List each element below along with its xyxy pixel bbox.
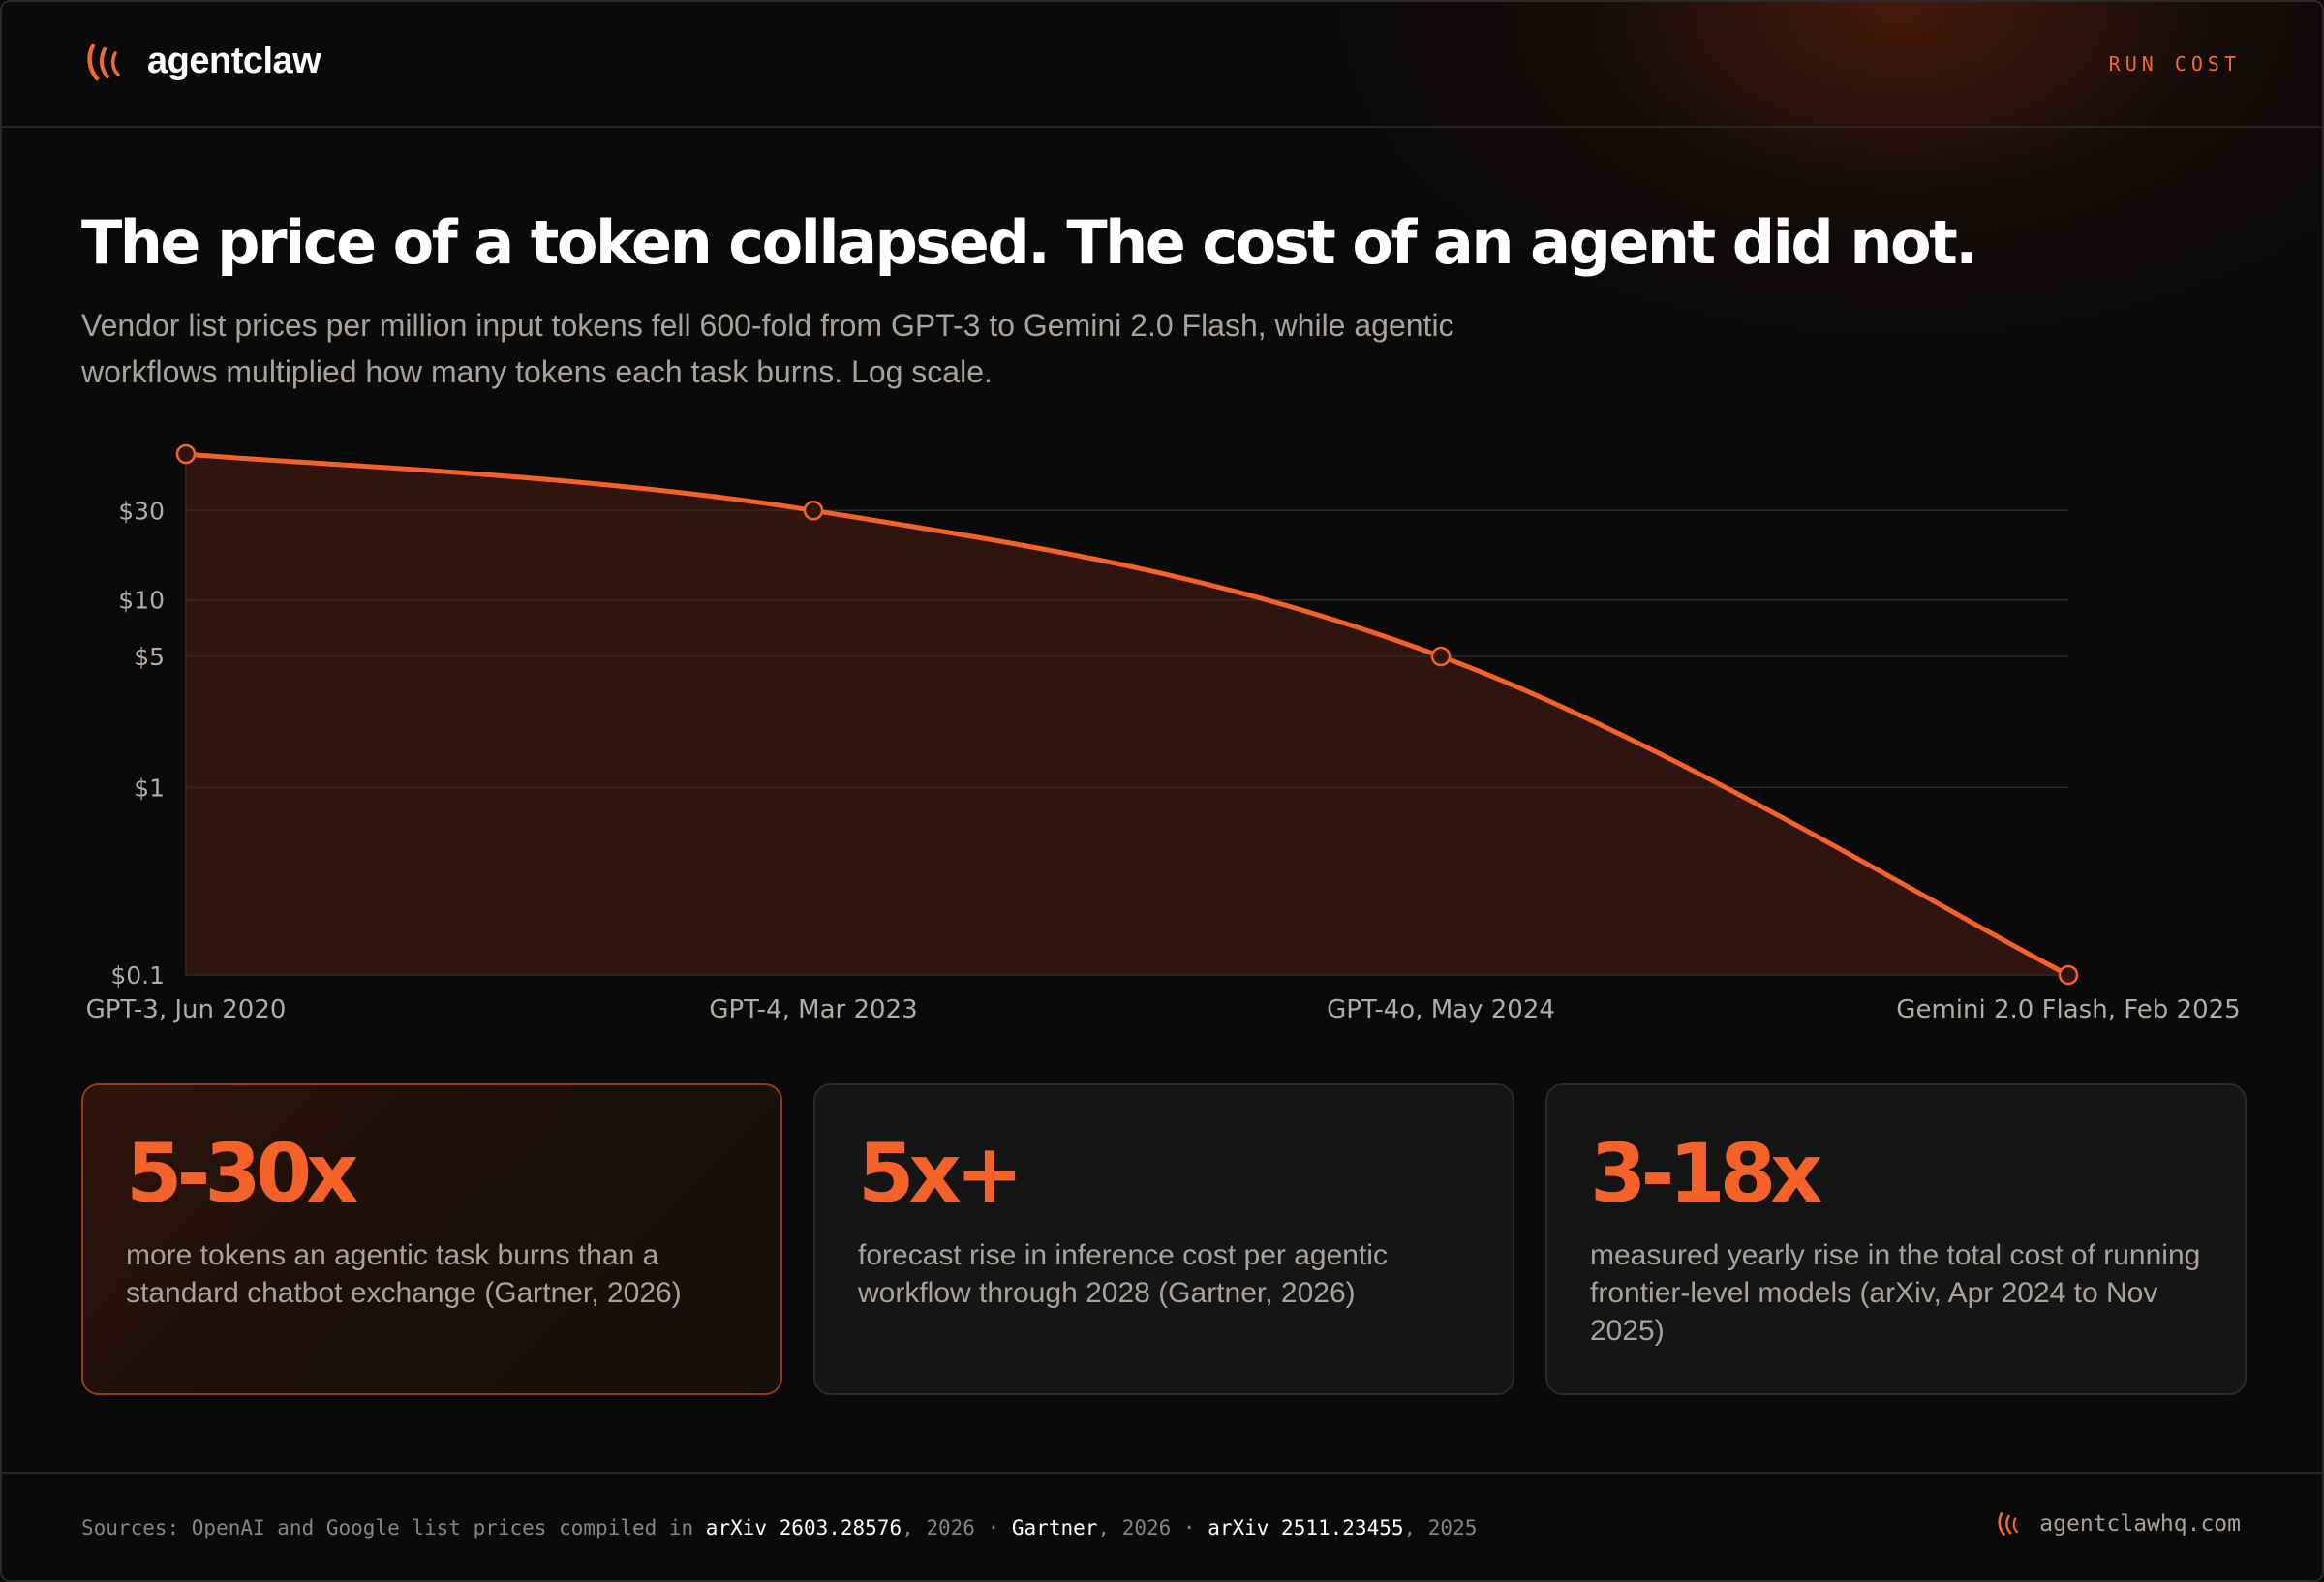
data-point bbox=[1430, 646, 1452, 667]
stat-description: measured yearly rise in the total cost o… bbox=[1590, 1239, 2201, 1347]
x-tick-label: Gemini 2.0 Flash, Feb 2025 bbox=[1896, 995, 2240, 1024]
source-year: , 2025 bbox=[1403, 1516, 1478, 1539]
stat-description: forecast rise in inference cost per agen… bbox=[858, 1239, 1388, 1309]
stat-value: 5x+ bbox=[858, 1126, 1024, 1221]
source-year: , 2026 · bbox=[1097, 1516, 1208, 1539]
stat-value: 3-18x bbox=[1590, 1126, 1822, 1221]
data-point bbox=[2058, 964, 2079, 986]
source-link-gartner[interactable]: Gartner bbox=[1011, 1516, 1098, 1539]
site-link[interactable]: agentclawhq.com bbox=[1997, 1510, 2241, 1537]
price-chart: $30 $10 $5 $1 $0.1 GPT-3, Jun 2020 GPT-4, Mar … bbox=[86, 443, 2241, 1024]
stat-description: more tokens an agentic task burns than a… bbox=[126, 1239, 682, 1309]
y-tick-label: $1 bbox=[134, 774, 165, 802]
data-point bbox=[803, 501, 824, 521]
y-tick-label: $0.1 bbox=[110, 961, 165, 989]
x-tick-label: GPT-3, Jun 2020 bbox=[86, 995, 287, 1024]
stat-card-frontier: 3-18x measured yearly rise in the total … bbox=[1545, 1083, 2247, 1395]
x-tick-label: GPT-4, Mar 2023 bbox=[709, 995, 917, 1024]
site-url: agentclawhq.com bbox=[2039, 1511, 2241, 1536]
page-title: The price of a token collapsed. The cost… bbox=[81, 207, 1978, 278]
brand-name: agentclaw bbox=[147, 41, 321, 81]
claw-marks-icon bbox=[87, 43, 120, 80]
source-year: , 2026 · bbox=[902, 1516, 1012, 1539]
series-line bbox=[183, 451, 2071, 978]
y-tick-label: $30 bbox=[118, 497, 165, 525]
chart-area bbox=[186, 454, 2068, 975]
sources-prefix: Sources: OpenAI and Google list prices c… bbox=[81, 1516, 706, 1539]
y-tick-label: $5 bbox=[134, 643, 165, 671]
stat-card-tokens: 5-30x more tokens an agentic task burns … bbox=[81, 1083, 782, 1395]
stat-card-forecast: 5x+ forecast rise in inference cost per … bbox=[813, 1083, 1514, 1395]
header: agentclaw RUN COST bbox=[2, 2, 2322, 128]
footer: Sources: OpenAI and Google list prices c… bbox=[2, 1472, 2322, 1580]
page-subtitle: Vendor list prices per million input tok… bbox=[81, 308, 1454, 389]
stat-value: 5-30x bbox=[126, 1126, 358, 1221]
data-point bbox=[175, 443, 197, 465]
source-link-arxiv-2511[interactable]: arXiv 2511.23455 bbox=[1208, 1516, 1404, 1539]
claw-marks-icon bbox=[1998, 1512, 2019, 1536]
run-cost-label[interactable]: RUN COST bbox=[2108, 52, 2241, 76]
stat-cards: 5-30x more tokens an agentic task burns … bbox=[81, 1083, 2247, 1395]
source-link-arxiv-2603[interactable]: arXiv 2603.28576 bbox=[705, 1516, 902, 1539]
sources-line: Sources: OpenAI and Google list prices c… bbox=[81, 1516, 1477, 1539]
brand[interactable]: agentclaw bbox=[85, 41, 321, 82]
y-tick-label: $10 bbox=[118, 587, 165, 615]
x-tick-label: GPT-4o, May 2024 bbox=[1327, 995, 1555, 1024]
